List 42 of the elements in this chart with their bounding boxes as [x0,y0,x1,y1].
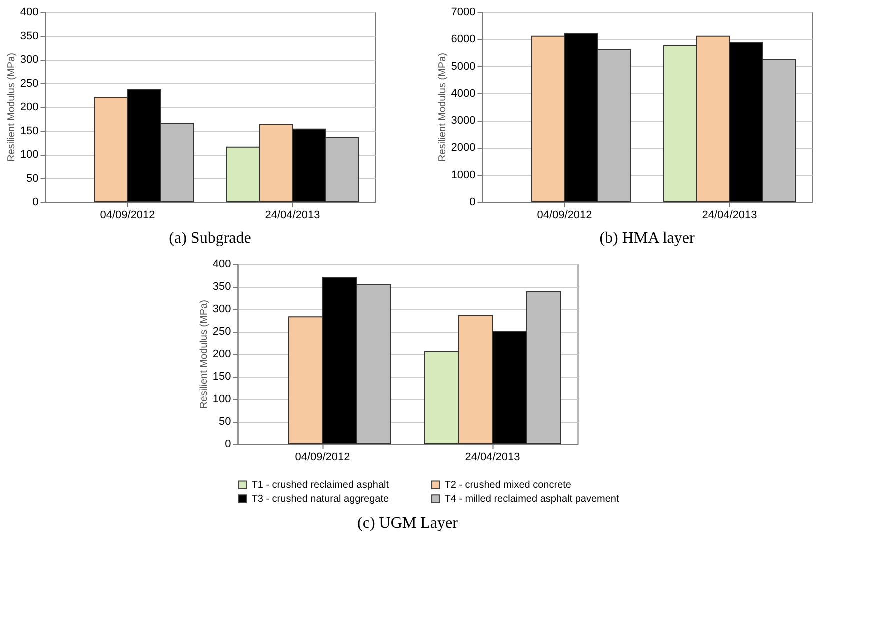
y-tick-label: 1000 [451,169,476,182]
y-axis-title: Resilient Modulus (MPa) [6,53,18,162]
y-tick-label: 0 [32,196,39,208]
x-tick-label: 04/09/2012 [537,210,592,222]
text: (b) HMA layer [600,230,696,247]
x-tick-label: 04/09/2012 [295,452,350,464]
y-tick-label: 6000 [451,34,476,46]
y-axis-title: Resilient Modulus (MPa) [437,53,448,162]
y-tick-label: 200 [20,102,39,114]
y-tick-label: 300 [20,54,39,66]
x-tick-label: 04/09/2012 [100,210,156,222]
y-tick-label: 2000 [451,142,476,154]
y-tick-label: 3000 [451,115,476,128]
y-tick-label: 400 [212,258,232,270]
legend-label: T4 - milled reclaimed asphalt pavement [444,494,620,505]
x-tick-label: 24/04/2013 [702,210,758,222]
y-tick-label: 5000 [451,60,476,73]
y-tick-label: 300 [212,304,232,316]
y-tick-label: 100 [20,149,39,161]
y-tick-label: 0 [470,196,476,208]
y-tick-label: 150 [20,125,39,138]
y-tick-label: 250 [212,326,232,338]
y-tick-label: 100 [212,394,232,406]
y-tick-label: 4000 [451,88,476,100]
y-tick-label: 50 [219,416,232,428]
y-tick-label: 50 [26,172,39,185]
y-tick-label: 200 [212,348,232,360]
x-tick-label: 24/04/2013 [465,452,520,464]
y-tick-label: 350 [20,30,39,42]
y-tick-label: 150 [212,371,232,383]
y-tick-label: 0 [225,438,232,450]
y-tick-label: 400 [20,6,39,18]
y-axis-title: Resilient Modulus (MPa) [198,300,210,409]
y-tick-label: 250 [20,78,39,90]
legend-label: T2 - crushed mixed concrete [444,480,572,492]
text: (c) UGM Layer [358,515,459,532]
x-tick-label: 24/04/2013 [265,210,320,222]
y-tick-label: 350 [212,281,232,293]
text: (a) Subgrade [169,230,252,247]
y-tick-label: 7000 [451,6,476,18]
legend-label: T1 - crushed reclaimed asphalt [252,480,390,492]
legend-label: T3 - crushed natural aggregate [252,494,390,505]
